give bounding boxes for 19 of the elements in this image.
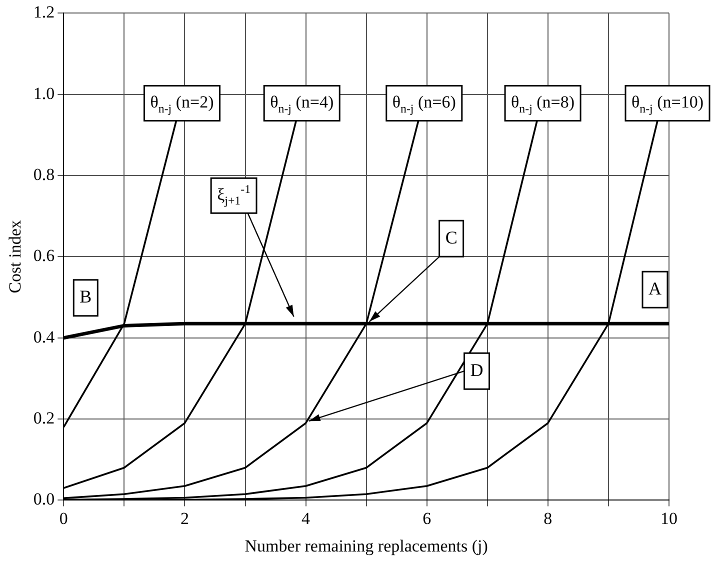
- annotation: A: [648, 278, 662, 298]
- x-tick-label: 4: [302, 508, 311, 528]
- y-tick-label: 1.0: [33, 84, 55, 103]
- x-tick-label: 6: [422, 508, 432, 528]
- y-tick-label: 0.4: [33, 327, 56, 346]
- x-axis-title: Number remaining replacements (j): [244, 536, 488, 556]
- y-tick-label: 0.0: [33, 490, 55, 509]
- y-tick-label: 1.2: [33, 2, 55, 22]
- annotation: D: [470, 360, 484, 380]
- x-tick-label: 8: [544, 508, 552, 528]
- x-tick-label: 10: [660, 508, 678, 528]
- annotation: B: [80, 286, 92, 307]
- x-tick-label: 0: [59, 508, 68, 528]
- y-tick-label: 0.8: [33, 165, 55, 184]
- y-tick-label: 0.2: [33, 408, 55, 428]
- y-axis-title: Cost index: [6, 220, 25, 294]
- x-tick-label: 2: [180, 508, 189, 528]
- y-tick-label: 0.6: [33, 246, 55, 266]
- annotation: C: [445, 227, 458, 248]
